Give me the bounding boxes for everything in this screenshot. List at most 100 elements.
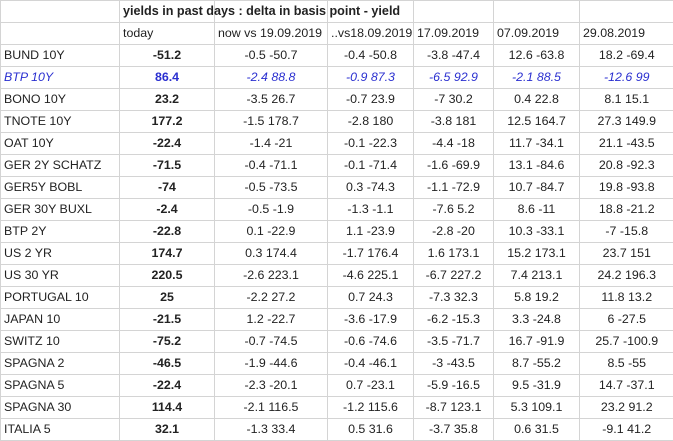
delta-vs-17-09-cell[interactable]: -5.9 -16.5	[414, 375, 494, 397]
delta-vs-29-08-cell[interactable]: 8.5 -55	[580, 353, 673, 375]
delta-vs-18-09-cell[interactable]: 0.3 -74.3	[328, 177, 414, 199]
delta-vs-18-09-cell[interactable]: -0.7 23.9	[328, 89, 414, 111]
sheet-title[interactable]: yields in past days : delta in basis poi…	[120, 1, 215, 23]
bond-name-cell[interactable]: ITALIA 5	[1, 419, 120, 441]
delta-vs-29-08-cell[interactable]: -9.1 41.2	[580, 419, 673, 441]
delta-vs-29-08-cell[interactable]: -7 -15.8	[580, 221, 673, 243]
delta-vs-18-09-cell[interactable]: -0.1 -22.3	[328, 133, 414, 155]
delta-vs-18-09-cell[interactable]: -2.8 180	[328, 111, 414, 133]
delta-vs-19-09-cell[interactable]: -1.3 33.4	[215, 419, 328, 441]
bond-name-cell[interactable]: BONO 10Y	[1, 89, 120, 111]
delta-vs-19-09-cell[interactable]: -1.4 -21	[215, 133, 328, 155]
cell-empty[interactable]	[580, 1, 673, 23]
delta-vs-19-09-cell[interactable]: -3.5 26.7	[215, 89, 328, 111]
delta-vs-07-09-cell[interactable]: 16.7 -91.9	[494, 331, 580, 353]
delta-vs-17-09-cell[interactable]: -8.7 123.1	[414, 397, 494, 419]
delta-vs-19-09-cell[interactable]: -2.2 27.2	[215, 287, 328, 309]
delta-vs-07-09-cell[interactable]: 10.7 -84.7	[494, 177, 580, 199]
delta-vs-17-09-cell[interactable]: -3.8 -47.4	[414, 45, 494, 67]
delta-vs-29-08-cell[interactable]: 6 -27.5	[580, 309, 673, 331]
delta-vs-07-09-cell[interactable]: 8.6 -11	[494, 199, 580, 221]
header-col4[interactable]: 07.09.2019	[494, 23, 580, 45]
delta-vs-18-09-cell[interactable]: -0.1 -71.4	[328, 155, 414, 177]
delta-vs-07-09-cell[interactable]: -2.1 88.5	[494, 67, 580, 89]
delta-vs-18-09-cell[interactable]: -0.4 -50.8	[328, 45, 414, 67]
delta-vs-19-09-cell[interactable]: -0.7 -74.5	[215, 331, 328, 353]
bond-name-cell[interactable]: BTP 10Y	[1, 67, 120, 89]
today-yield-cell[interactable]: -74	[120, 177, 215, 199]
delta-vs-07-09-cell[interactable]: 11.7 -34.1	[494, 133, 580, 155]
bond-name-cell[interactable]: OAT 10Y	[1, 133, 120, 155]
bond-name-cell[interactable]: US 30 YR	[1, 265, 120, 287]
delta-vs-17-09-cell[interactable]: -3.8 181	[414, 111, 494, 133]
today-yield-cell[interactable]: 177.2	[120, 111, 215, 133]
bond-name-cell[interactable]: SPAGNA 5	[1, 375, 120, 397]
today-yield-cell[interactable]: -22.4	[120, 133, 215, 155]
delta-vs-29-08-cell[interactable]: 25.7 -100.9	[580, 331, 673, 353]
cell-empty[interactable]	[494, 1, 580, 23]
today-yield-cell[interactable]: 114.4	[120, 397, 215, 419]
delta-vs-18-09-cell[interactable]: 0.7 24.3	[328, 287, 414, 309]
delta-vs-18-09-cell[interactable]: -0.6 -74.6	[328, 331, 414, 353]
delta-vs-07-09-cell[interactable]: 5.8 19.2	[494, 287, 580, 309]
delta-vs-07-09-cell[interactable]: 10.3 -33.1	[494, 221, 580, 243]
today-yield-cell[interactable]: 25	[120, 287, 215, 309]
delta-vs-29-08-cell[interactable]: 23.7 151	[580, 243, 673, 265]
delta-vs-07-09-cell[interactable]: 5.3 109.1	[494, 397, 580, 419]
today-yield-cell[interactable]: -75.2	[120, 331, 215, 353]
delta-vs-19-09-cell[interactable]: 0.1 -22.9	[215, 221, 328, 243]
header-col1[interactable]: now vs 19.09.2019	[215, 23, 328, 45]
delta-vs-07-09-cell[interactable]: 7.4 213.1	[494, 265, 580, 287]
delta-vs-17-09-cell[interactable]: 1.6 173.1	[414, 243, 494, 265]
bond-name-cell[interactable]: GER5Y BOBL	[1, 177, 120, 199]
delta-vs-17-09-cell[interactable]: -1.6 -69.9	[414, 155, 494, 177]
delta-vs-07-09-cell[interactable]: 9.5 -31.9	[494, 375, 580, 397]
today-yield-cell[interactable]: 86.4	[120, 67, 215, 89]
bond-name-cell[interactable]: PORTUGAL 10	[1, 287, 120, 309]
delta-vs-18-09-cell[interactable]: 0.5 31.6	[328, 419, 414, 441]
delta-vs-19-09-cell[interactable]: -2.4 88.8	[215, 67, 328, 89]
delta-vs-19-09-cell[interactable]: -2.1 116.5	[215, 397, 328, 419]
delta-vs-29-08-cell[interactable]: 27.3 149.9	[580, 111, 673, 133]
today-yield-cell[interactable]: -46.5	[120, 353, 215, 375]
delta-vs-29-08-cell[interactable]: 23.2 91.2	[580, 397, 673, 419]
delta-vs-07-09-cell[interactable]: 15.2 173.1	[494, 243, 580, 265]
today-yield-cell[interactable]: 32.1	[120, 419, 215, 441]
bond-name-cell[interactable]: GER 30Y BUXL	[1, 199, 120, 221]
bond-name-cell[interactable]: JAPAN 10	[1, 309, 120, 331]
delta-vs-19-09-cell[interactable]: 1.2 -22.7	[215, 309, 328, 331]
delta-vs-18-09-cell[interactable]: -1.3 -1.1	[328, 199, 414, 221]
delta-vs-18-09-cell[interactable]: -0.9 87.3	[328, 67, 414, 89]
today-yield-cell[interactable]: -22.4	[120, 375, 215, 397]
delta-vs-07-09-cell[interactable]: 0.6 31.5	[494, 419, 580, 441]
today-yield-cell[interactable]: -51.2	[120, 45, 215, 67]
today-yield-cell[interactable]: -2.4	[120, 199, 215, 221]
header-col2[interactable]: ..vs18.09.2019	[328, 23, 414, 45]
delta-vs-19-09-cell[interactable]: -2.6 223.1	[215, 265, 328, 287]
delta-vs-29-08-cell[interactable]: 14.7 -37.1	[580, 375, 673, 397]
bond-name-cell[interactable]: SWITZ 10	[1, 331, 120, 353]
delta-vs-18-09-cell[interactable]: -1.7 176.4	[328, 243, 414, 265]
today-yield-cell[interactable]: 174.7	[120, 243, 215, 265]
bond-name-cell[interactable]: SPAGNA 2	[1, 353, 120, 375]
today-yield-cell[interactable]: -22.8	[120, 221, 215, 243]
delta-vs-19-09-cell[interactable]: -1.5 178.7	[215, 111, 328, 133]
delta-vs-17-09-cell[interactable]: -1.1 -72.9	[414, 177, 494, 199]
today-yield-cell[interactable]: -71.5	[120, 155, 215, 177]
bond-name-cell[interactable]: BUND 10Y	[1, 45, 120, 67]
bond-name-cell[interactable]: TNOTE 10Y	[1, 111, 120, 133]
today-yield-cell[interactable]: 220.5	[120, 265, 215, 287]
delta-vs-29-08-cell[interactable]: 11.8 13.2	[580, 287, 673, 309]
delta-vs-18-09-cell[interactable]: -3.6 -17.9	[328, 309, 414, 331]
delta-vs-29-08-cell[interactable]: -12.6 99	[580, 67, 673, 89]
delta-vs-19-09-cell[interactable]: -0.5 -73.5	[215, 177, 328, 199]
delta-vs-07-09-cell[interactable]: 3.3 -24.8	[494, 309, 580, 331]
delta-vs-18-09-cell[interactable]: -4.6 225.1	[328, 265, 414, 287]
delta-vs-18-09-cell[interactable]: 1.1 -23.9	[328, 221, 414, 243]
delta-vs-29-08-cell[interactable]: 20.8 -92.3	[580, 155, 673, 177]
delta-vs-17-09-cell[interactable]: -3 -43.5	[414, 353, 494, 375]
delta-vs-29-08-cell[interactable]: 18.8 -21.2	[580, 199, 673, 221]
delta-vs-29-08-cell[interactable]: 8.1 15.1	[580, 89, 673, 111]
delta-vs-29-08-cell[interactable]: 18.2 -69.4	[580, 45, 673, 67]
delta-vs-07-09-cell[interactable]: 12.6 -63.8	[494, 45, 580, 67]
